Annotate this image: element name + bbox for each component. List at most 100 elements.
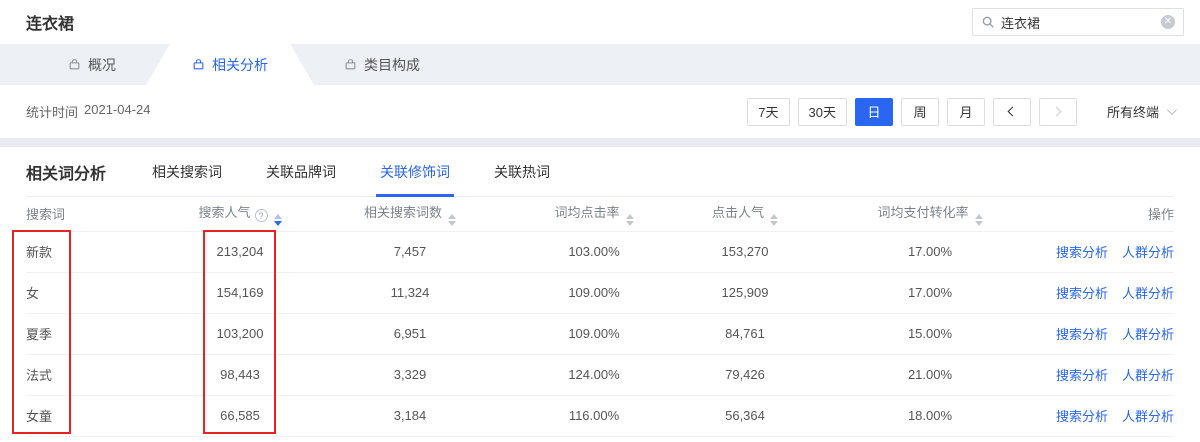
tab-related-search-words[interactable]: 相关搜索词 [152, 163, 222, 180]
click-popularity-cell: 56,364 [725, 408, 765, 423]
popularity-cell: 103,200 [216, 326, 264, 341]
table-row: 法式 98,443 3,329 124.00% 79,426 21.00% 搜索… [26, 353, 1174, 395]
keyword-cell: 夏季 [26, 327, 53, 342]
keyword-cell: 新款 [26, 245, 53, 260]
col-keyword: 搜索词 [26, 207, 66, 223]
page-title: 连衣裙 [26, 16, 75, 33]
search-input[interactable] [1001, 14, 1155, 30]
tab-overview[interactable]: 概况 [38, 44, 146, 85]
tab-related-hot-words[interactable]: 关联热词 [494, 163, 550, 180]
keyword-cell: 女童 [26, 409, 53, 424]
col-conversion: 词均支付转化率 [877, 204, 969, 220]
search-box[interactable]: ✕ [972, 8, 1184, 36]
col-popularity: 搜索人气 [198, 204, 251, 220]
click-popularity-cell: 84,761 [725, 326, 765, 341]
sort-icon[interactable] [974, 213, 983, 226]
col-click-popularity: 点击人气 [711, 204, 764, 220]
help-icon[interactable]: ? [254, 208, 268, 222]
sort-icon[interactable] [273, 213, 282, 226]
popularity-cell: 66,585 [220, 408, 260, 423]
related-count-cell: 6,951 [393, 326, 427, 341]
keyword-cell: 女 [26, 286, 40, 301]
sort-icon[interactable] [448, 213, 456, 226]
table-header-row: 搜索词 搜索人气? 相关搜索词数 词均点击率 点击人气 词均支付转化率 [26, 197, 1174, 231]
sort-icon[interactable] [625, 213, 634, 226]
tab-label: 类目构成 [364, 56, 420, 73]
range-month-button[interactable]: 月 [946, 97, 985, 126]
next-date-button[interactable] [1038, 97, 1077, 126]
conversion-cell: 21.00% [907, 367, 953, 382]
tab-related-brand-words[interactable]: 关联品牌词 [266, 163, 336, 180]
bag-icon [345, 59, 356, 70]
popularity-cell: 213,204 [216, 244, 264, 259]
tab-label: 概况 [88, 56, 116, 73]
close-icon[interactable]: ✕ [1161, 15, 1175, 29]
related-count-cell: 3,329 [393, 367, 427, 382]
table-row: 夏季 103,200 6,951 109.00% 84,761 15.00% 搜… [26, 312, 1174, 354]
stat-time-value: 2021-04-24 [84, 102, 151, 117]
stat-time-label: 统计时间 [26, 105, 79, 120]
nav-tab-bar: 概况 相关分析 类目构成 [0, 44, 1200, 85]
search-analysis-link[interactable]: 搜索分析 [1055, 327, 1108, 342]
prev-date-button[interactable] [992, 97, 1031, 126]
crowd-analysis-link[interactable]: 人群分析 [1121, 327, 1174, 342]
terminal-label: 所有终端 [1106, 105, 1159, 120]
crowd-analysis-link[interactable]: 人群分析 [1121, 409, 1174, 424]
table-row: 女童 66,585 3,184 116.00% 56,364 18.00% 搜索… [26, 394, 1174, 437]
col-actions: 操作 [1147, 207, 1174, 223]
crowd-analysis-link[interactable]: 人群分析 [1121, 368, 1174, 383]
crowd-analysis-link[interactable]: 人群分析 [1121, 245, 1174, 260]
click-rate-cell: 103.00% [568, 244, 620, 259]
click-popularity-cell: 125,909 [721, 285, 769, 300]
chevron-right-icon [1052, 106, 1062, 117]
col-related-count: 相关搜索词数 [363, 204, 442, 220]
search-analysis-link[interactable]: 搜索分析 [1055, 368, 1108, 383]
tab-related-analysis[interactable]: 相关分析 [146, 44, 314, 85]
conversion-cell: 17.00% [907, 285, 953, 300]
click-rate-cell: 109.00% [568, 326, 620, 341]
range-7d-button[interactable]: 7天 [747, 97, 790, 126]
col-click-rate: 词均点击率 [554, 204, 620, 220]
related-count-cell: 11,324 [390, 285, 430, 300]
conversion-cell: 18.00% [907, 408, 953, 423]
toolbar: 统计时间 2021-04-24 7天 30天 日 周 月 所有终端 [0, 85, 1200, 138]
search-analysis-link[interactable]: 搜索分析 [1055, 286, 1108, 301]
bag-icon [69, 59, 80, 70]
range-week-button[interactable]: 周 [900, 97, 939, 126]
range-30d-button[interactable]: 30天 [797, 97, 847, 126]
click-rate-cell: 116.00% [568, 408, 620, 423]
related-count-cell: 7,457 [393, 244, 427, 259]
bag-icon [192, 58, 205, 71]
search-icon [982, 16, 994, 28]
table-row: 新款 213,204 7,457 103.00% 153,270 17.00% … [26, 230, 1174, 272]
divider [0, 138, 1200, 147]
keywords-table: 搜索词 搜索人气? 相关搜索词数 词均点击率 点击人气 词均支付转化率 [26, 197, 1174, 437]
tab-category-composition[interactable]: 类目构成 [314, 44, 450, 85]
crowd-analysis-link[interactable]: 人群分析 [1121, 286, 1174, 301]
terminal-select[interactable]: 所有终端 [1106, 102, 1177, 121]
section-title: 相关词分析 [26, 165, 107, 183]
sort-icon[interactable] [770, 213, 778, 226]
click-rate-cell: 109.00% [568, 285, 620, 300]
conversion-cell: 15.00% [907, 326, 953, 341]
chevron-left-icon [1008, 106, 1018, 117]
chevron-down-icon [1166, 105, 1177, 116]
popularity-cell: 154,169 [216, 285, 264, 300]
range-day-button[interactable]: 日 [854, 97, 893, 126]
table-row: 女 154,169 11,324 109.00% 125,909 17.00% … [26, 271, 1174, 313]
search-analysis-link[interactable]: 搜索分析 [1055, 245, 1108, 260]
stat-time: 统计时间 2021-04-24 [26, 102, 151, 121]
tab-related-modifier-words[interactable]: 关联修饰词 [376, 147, 454, 197]
click-rate-cell: 124.00% [568, 367, 620, 382]
top-bar: 连衣裙 ✕ [0, 0, 1200, 44]
related-words-panel: 相关词分析 相关搜索词 关联品牌词 关联修饰词 关联热词 搜索词 搜索人气? [0, 147, 1200, 437]
search-analysis-link[interactable]: 搜索分析 [1055, 409, 1108, 424]
click-popularity-cell: 79,426 [725, 367, 765, 382]
section-header: 相关词分析 相关搜索词 关联品牌词 关联修饰词 关联热词 [26, 147, 1174, 197]
tab-label: 相关分析 [212, 56, 268, 73]
keyword-cell: 法式 [26, 368, 53, 383]
click-popularity-cell: 153,270 [721, 244, 769, 259]
conversion-cell: 17.00% [907, 244, 953, 259]
popularity-cell: 98,443 [220, 367, 260, 382]
